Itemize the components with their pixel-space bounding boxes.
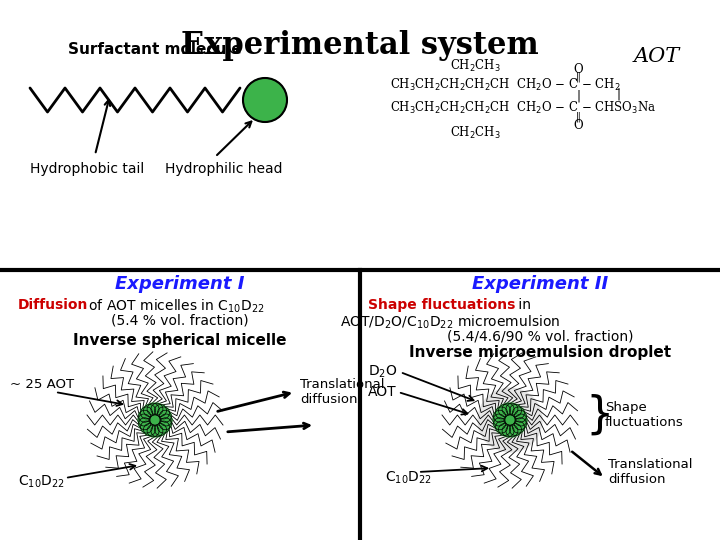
Circle shape: [507, 418, 517, 428]
Circle shape: [501, 415, 511, 425]
Circle shape: [243, 78, 287, 122]
Text: CH$_3$CH$_2$CH$_2$CH$_2$CH  CH$_2$O $-$ C $-$ CHSO$_3$Na: CH$_3$CH$_2$CH$_2$CH$_2$CH CH$_2$O $-$ C…: [390, 100, 656, 116]
Circle shape: [159, 418, 171, 430]
Circle shape: [510, 404, 521, 416]
Text: O: O: [573, 119, 582, 132]
Circle shape: [146, 415, 156, 425]
Circle shape: [498, 423, 510, 436]
Text: AOT: AOT: [634, 47, 680, 66]
Circle shape: [138, 414, 150, 426]
Text: Inverse microemulsion droplet: Inverse microemulsion droplet: [409, 345, 671, 360]
Circle shape: [502, 425, 514, 437]
Circle shape: [143, 404, 156, 416]
Text: C$_{10}$D$_{22}$: C$_{10}$D$_{22}$: [18, 474, 65, 490]
Text: Experimental system: Experimental system: [181, 30, 539, 61]
Text: (5.4/4.6/90 % vol. fraction): (5.4/4.6/90 % vol. fraction): [446, 330, 634, 344]
Text: Inverse spherical micelle: Inverse spherical micelle: [73, 333, 287, 348]
Text: CH$_3$CH$_2$CH$_2$CH$_2$CH  CH$_2$O $-$ C $-$ CH$_2$: CH$_3$CH$_2$CH$_2$CH$_2$CH CH$_2$O $-$ C…: [390, 77, 621, 93]
Circle shape: [513, 407, 524, 419]
Circle shape: [509, 415, 519, 425]
Text: |: |: [616, 88, 620, 101]
Text: Translational
diffusion: Translational diffusion: [300, 378, 384, 406]
Circle shape: [507, 411, 517, 422]
Text: C$_{10}$D$_{22}$: C$_{10}$D$_{22}$: [385, 470, 432, 486]
Circle shape: [478, 388, 542, 452]
Circle shape: [495, 421, 508, 433]
Text: Experiment II: Experiment II: [472, 275, 608, 293]
Circle shape: [151, 425, 163, 437]
Text: Surfactant molecule: Surfactant molecule: [68, 43, 242, 57]
Circle shape: [498, 404, 510, 416]
Text: CH$_2$CH$_3$: CH$_2$CH$_3$: [450, 125, 501, 141]
Circle shape: [160, 414, 172, 426]
Circle shape: [494, 418, 505, 430]
Circle shape: [506, 403, 518, 415]
Circle shape: [152, 411, 162, 422]
Circle shape: [158, 407, 169, 419]
Text: ‖: ‖: [575, 72, 580, 83]
Circle shape: [158, 421, 169, 433]
Circle shape: [155, 404, 166, 416]
Circle shape: [503, 411, 513, 422]
Text: of AOT micelles in C$_{10}$D$_{22}$: of AOT micelles in C$_{10}$D$_{22}$: [84, 298, 265, 315]
Circle shape: [502, 403, 514, 415]
Text: AOT/D$_2$O/C$_{10}$D$_{22}$ microemulsion: AOT/D$_2$O/C$_{10}$D$_{22}$ microemulsio…: [340, 314, 560, 332]
Circle shape: [139, 418, 150, 430]
Text: ‖: ‖: [575, 111, 580, 122]
Text: AOT: AOT: [368, 385, 397, 399]
Circle shape: [514, 418, 526, 430]
Circle shape: [503, 418, 513, 428]
Text: }: }: [585, 394, 613, 436]
Text: Hydrophobic tail: Hydrophobic tail: [30, 162, 144, 176]
Text: ~ 25 AOT: ~ 25 AOT: [10, 379, 74, 392]
Circle shape: [140, 421, 153, 433]
Circle shape: [159, 410, 171, 422]
Circle shape: [147, 403, 159, 415]
Text: Shape
fluctuations: Shape fluctuations: [605, 401, 684, 429]
Circle shape: [148, 411, 158, 422]
Circle shape: [154, 415, 164, 425]
Circle shape: [494, 410, 505, 422]
Circle shape: [513, 421, 524, 433]
Circle shape: [506, 425, 518, 437]
Circle shape: [515, 414, 527, 426]
Circle shape: [143, 423, 156, 436]
Circle shape: [493, 414, 505, 426]
Text: Experiment I: Experiment I: [115, 275, 245, 293]
Circle shape: [139, 410, 150, 422]
Text: Diffusion: Diffusion: [18, 298, 89, 312]
Circle shape: [514, 410, 526, 422]
Text: Hydrophilic head: Hydrophilic head: [165, 162, 282, 176]
Text: D$_2$O: D$_2$O: [368, 364, 397, 380]
Text: Translational
diffusion: Translational diffusion: [608, 458, 693, 486]
Text: CH$_2$CH$_3$: CH$_2$CH$_3$: [450, 58, 501, 74]
Circle shape: [140, 407, 153, 419]
Circle shape: [495, 407, 508, 419]
Text: |: |: [576, 90, 580, 103]
Text: in: in: [514, 298, 531, 312]
Circle shape: [155, 423, 166, 436]
Circle shape: [147, 425, 159, 437]
Text: O: O: [573, 63, 582, 76]
Circle shape: [148, 418, 158, 428]
Circle shape: [510, 423, 521, 436]
Circle shape: [151, 403, 163, 415]
Text: (5.4 % vol. fraction): (5.4 % vol. fraction): [111, 314, 249, 328]
Text: Shape fluctuations: Shape fluctuations: [368, 298, 516, 312]
Circle shape: [152, 418, 162, 428]
